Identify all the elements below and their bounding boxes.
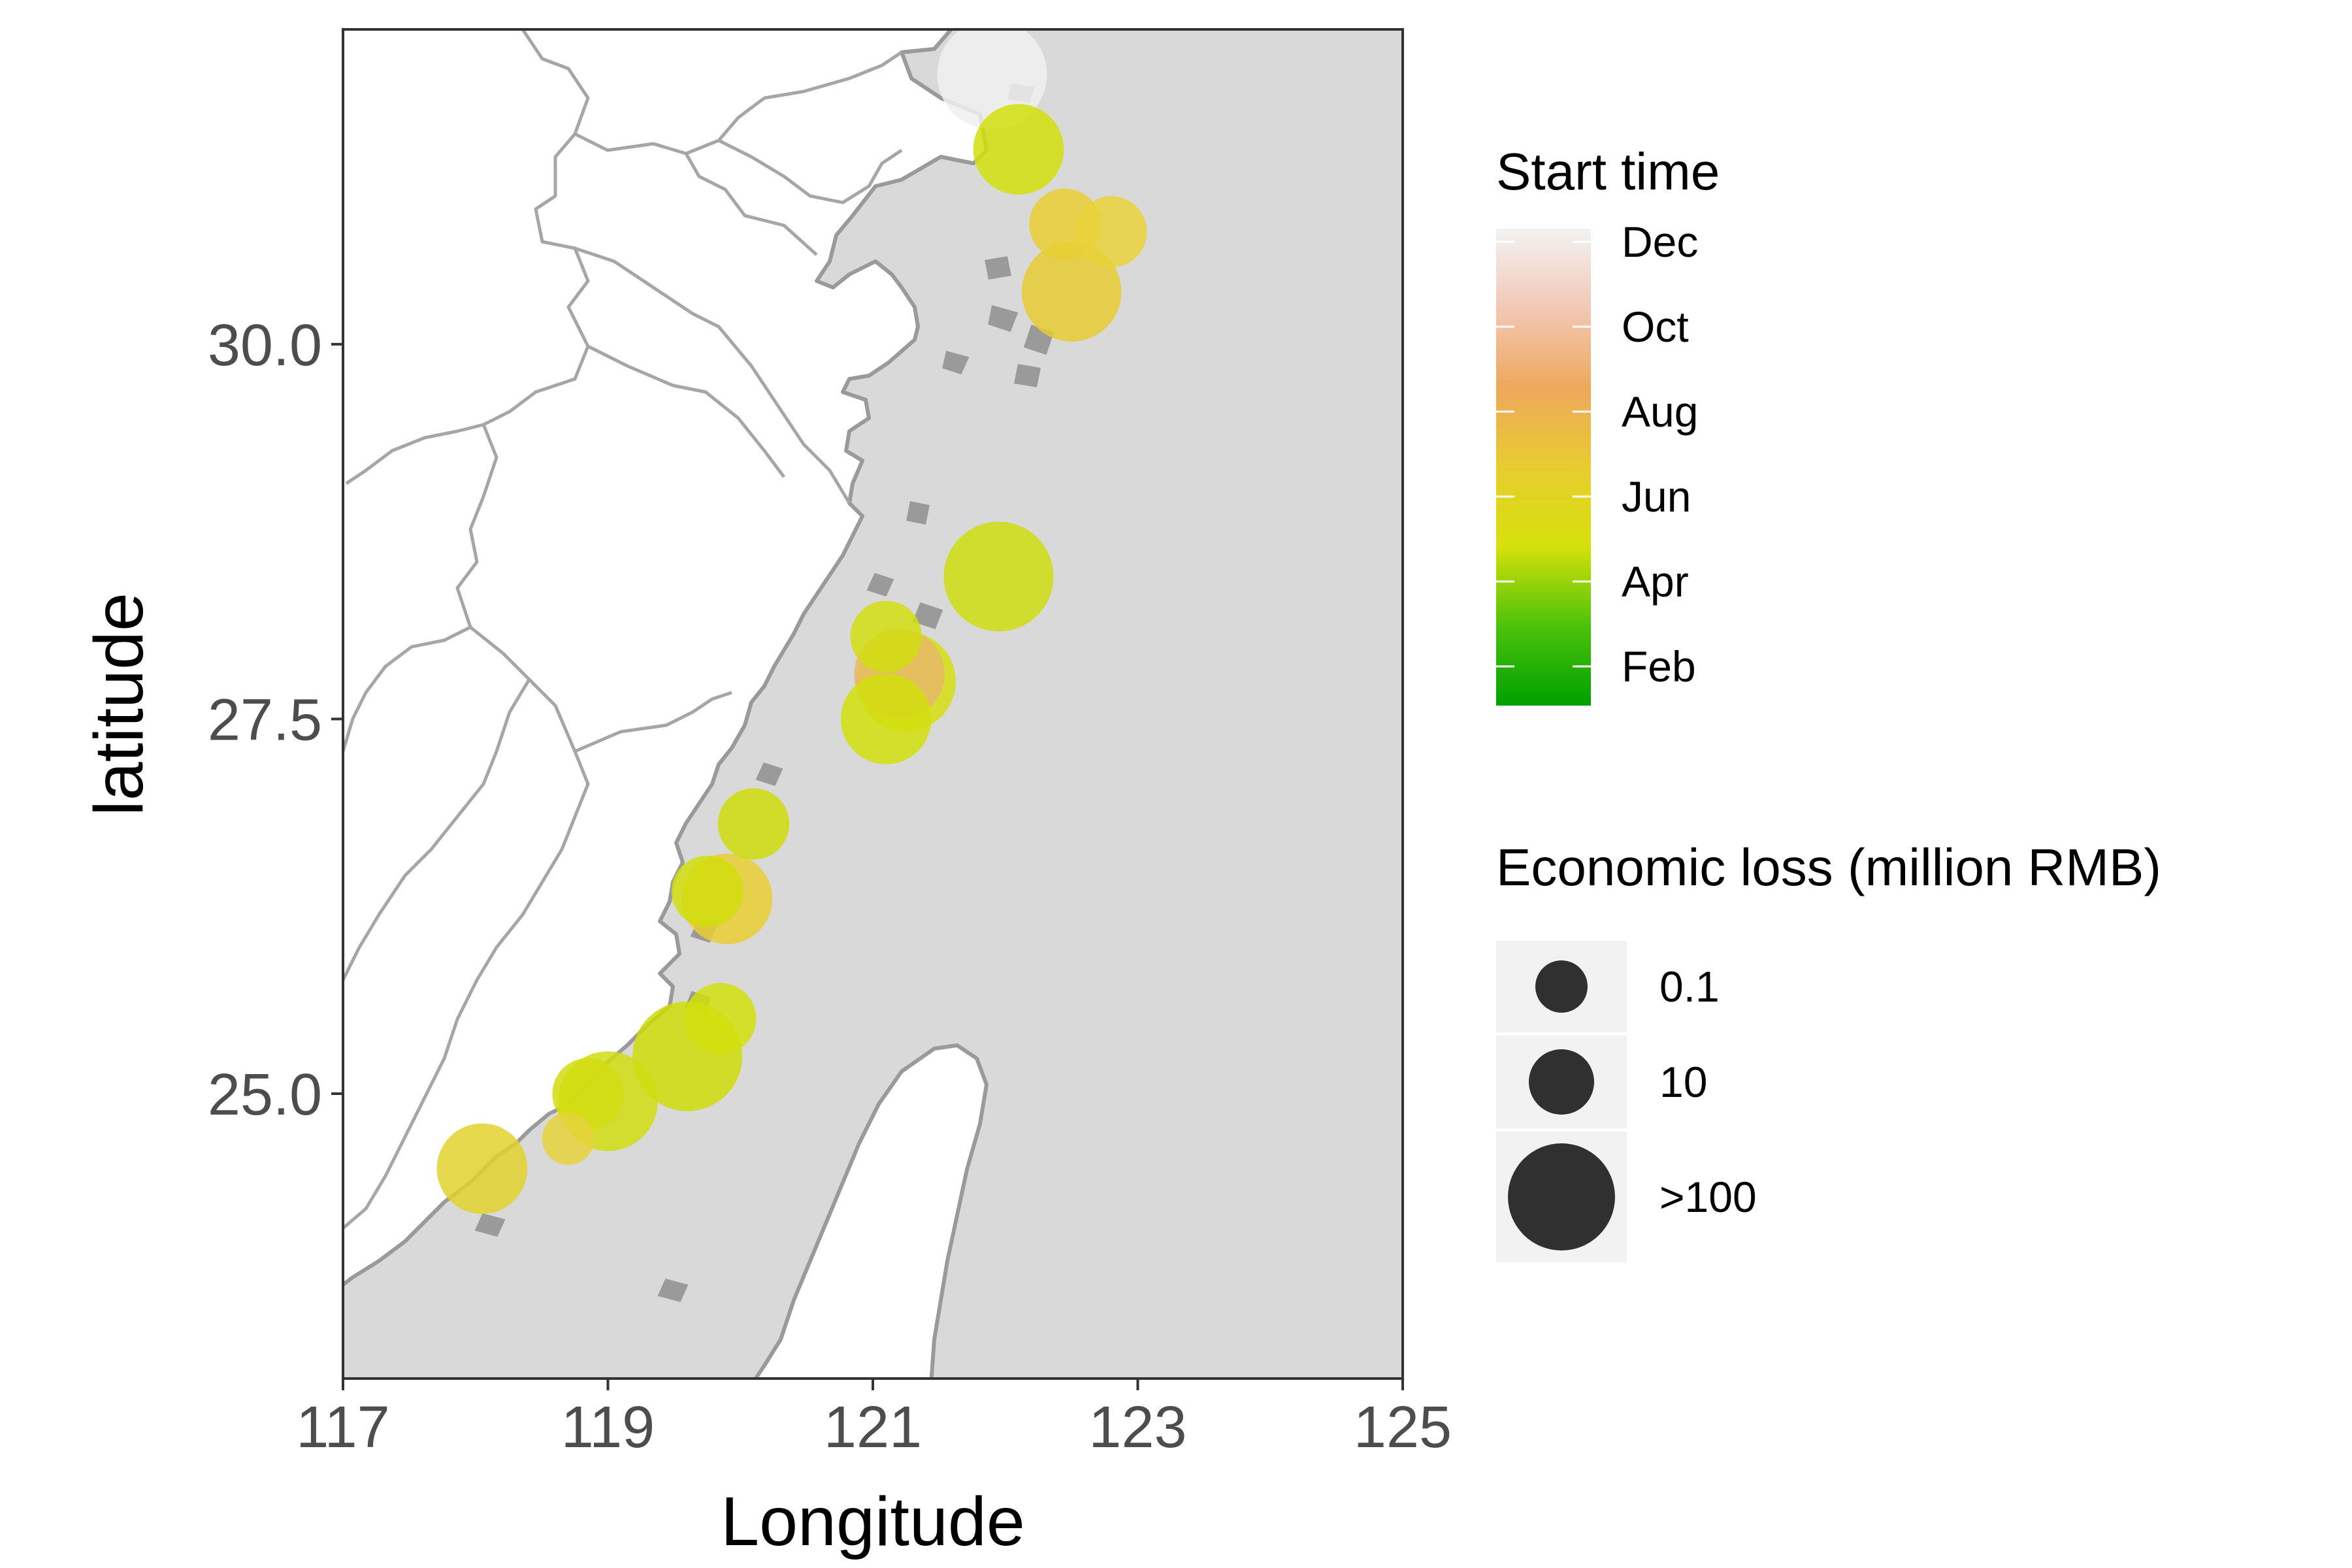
y-tick-label: 25.0 [208, 1062, 322, 1128]
bubble-point [973, 104, 1064, 195]
economic-loss-legend-title: Economic loss (million RMB) [1496, 838, 2161, 896]
bubble-point [1021, 242, 1122, 342]
bubble-point [685, 983, 757, 1055]
economic-loss-legend: Economic loss (million RMB) 0.1 10 >100 [1496, 838, 2161, 1262]
colorbar-label: Aug [1622, 387, 1698, 436]
x-tick-label: 121 [824, 1395, 922, 1460]
size-legend-circle [1508, 1143, 1615, 1250]
size-legend-circle [1529, 1049, 1594, 1115]
size-legend-label: 0.1 [1659, 962, 1720, 1011]
bubble-point [850, 600, 922, 672]
x-tick-label: 125 [1354, 1395, 1452, 1460]
colorbar-label: Feb [1622, 642, 1696, 691]
bubble-point [717, 788, 790, 860]
colorbar-label: Dec [1622, 218, 1698, 266]
x-tick-label: 119 [561, 1395, 655, 1460]
start-time-legend: Start time Dec Oct Aug Jun Apr Feb [1496, 142, 1720, 706]
x-tick-label: 117 [296, 1395, 389, 1460]
y-axis: 25.0 27.5 30.0 [208, 313, 343, 1128]
x-axis: 117 119 121 123 125 [296, 1379, 1452, 1460]
y-tick-label: 27.5 [208, 687, 322, 753]
bubble-point [436, 1123, 528, 1215]
bubble-point [840, 674, 932, 764]
y-axis-title: latitude [80, 593, 157, 816]
y-tick-label: 30.0 [208, 313, 322, 378]
colorbar-ticks [1496, 240, 1591, 668]
x-axis-title: Longitude [721, 1483, 1025, 1560]
bubble-layer [436, 29, 1147, 1215]
bubble-point [542, 1112, 595, 1165]
start-time-colorbar [1496, 229, 1591, 706]
size-legend-keys: 0.1 10 >100 [1496, 941, 1757, 1262]
x-tick-label: 123 [1088, 1395, 1186, 1460]
colorbar-labels: Dec Oct Aug Jun Apr Feb [1622, 218, 1698, 691]
size-legend-label: 10 [1659, 1058, 1707, 1106]
colorbar-label: Apr [1622, 557, 1689, 606]
size-legend-label: >100 [1659, 1173, 1757, 1221]
taiwan-landmass [753, 1043, 988, 1379]
bubble-point [1075, 196, 1147, 268]
size-legend-circle [1535, 960, 1588, 1013]
map-panel [342, 28, 1404, 1380]
colorbar-label: Oct [1622, 302, 1689, 351]
province-borders [343, 29, 903, 1230]
bubble-point [671, 855, 743, 927]
bubble-point [943, 521, 1054, 632]
colorbar-label: Jun [1622, 472, 1691, 521]
bubble-point [552, 1058, 624, 1130]
start-time-legend-title: Start time [1496, 142, 1720, 201]
